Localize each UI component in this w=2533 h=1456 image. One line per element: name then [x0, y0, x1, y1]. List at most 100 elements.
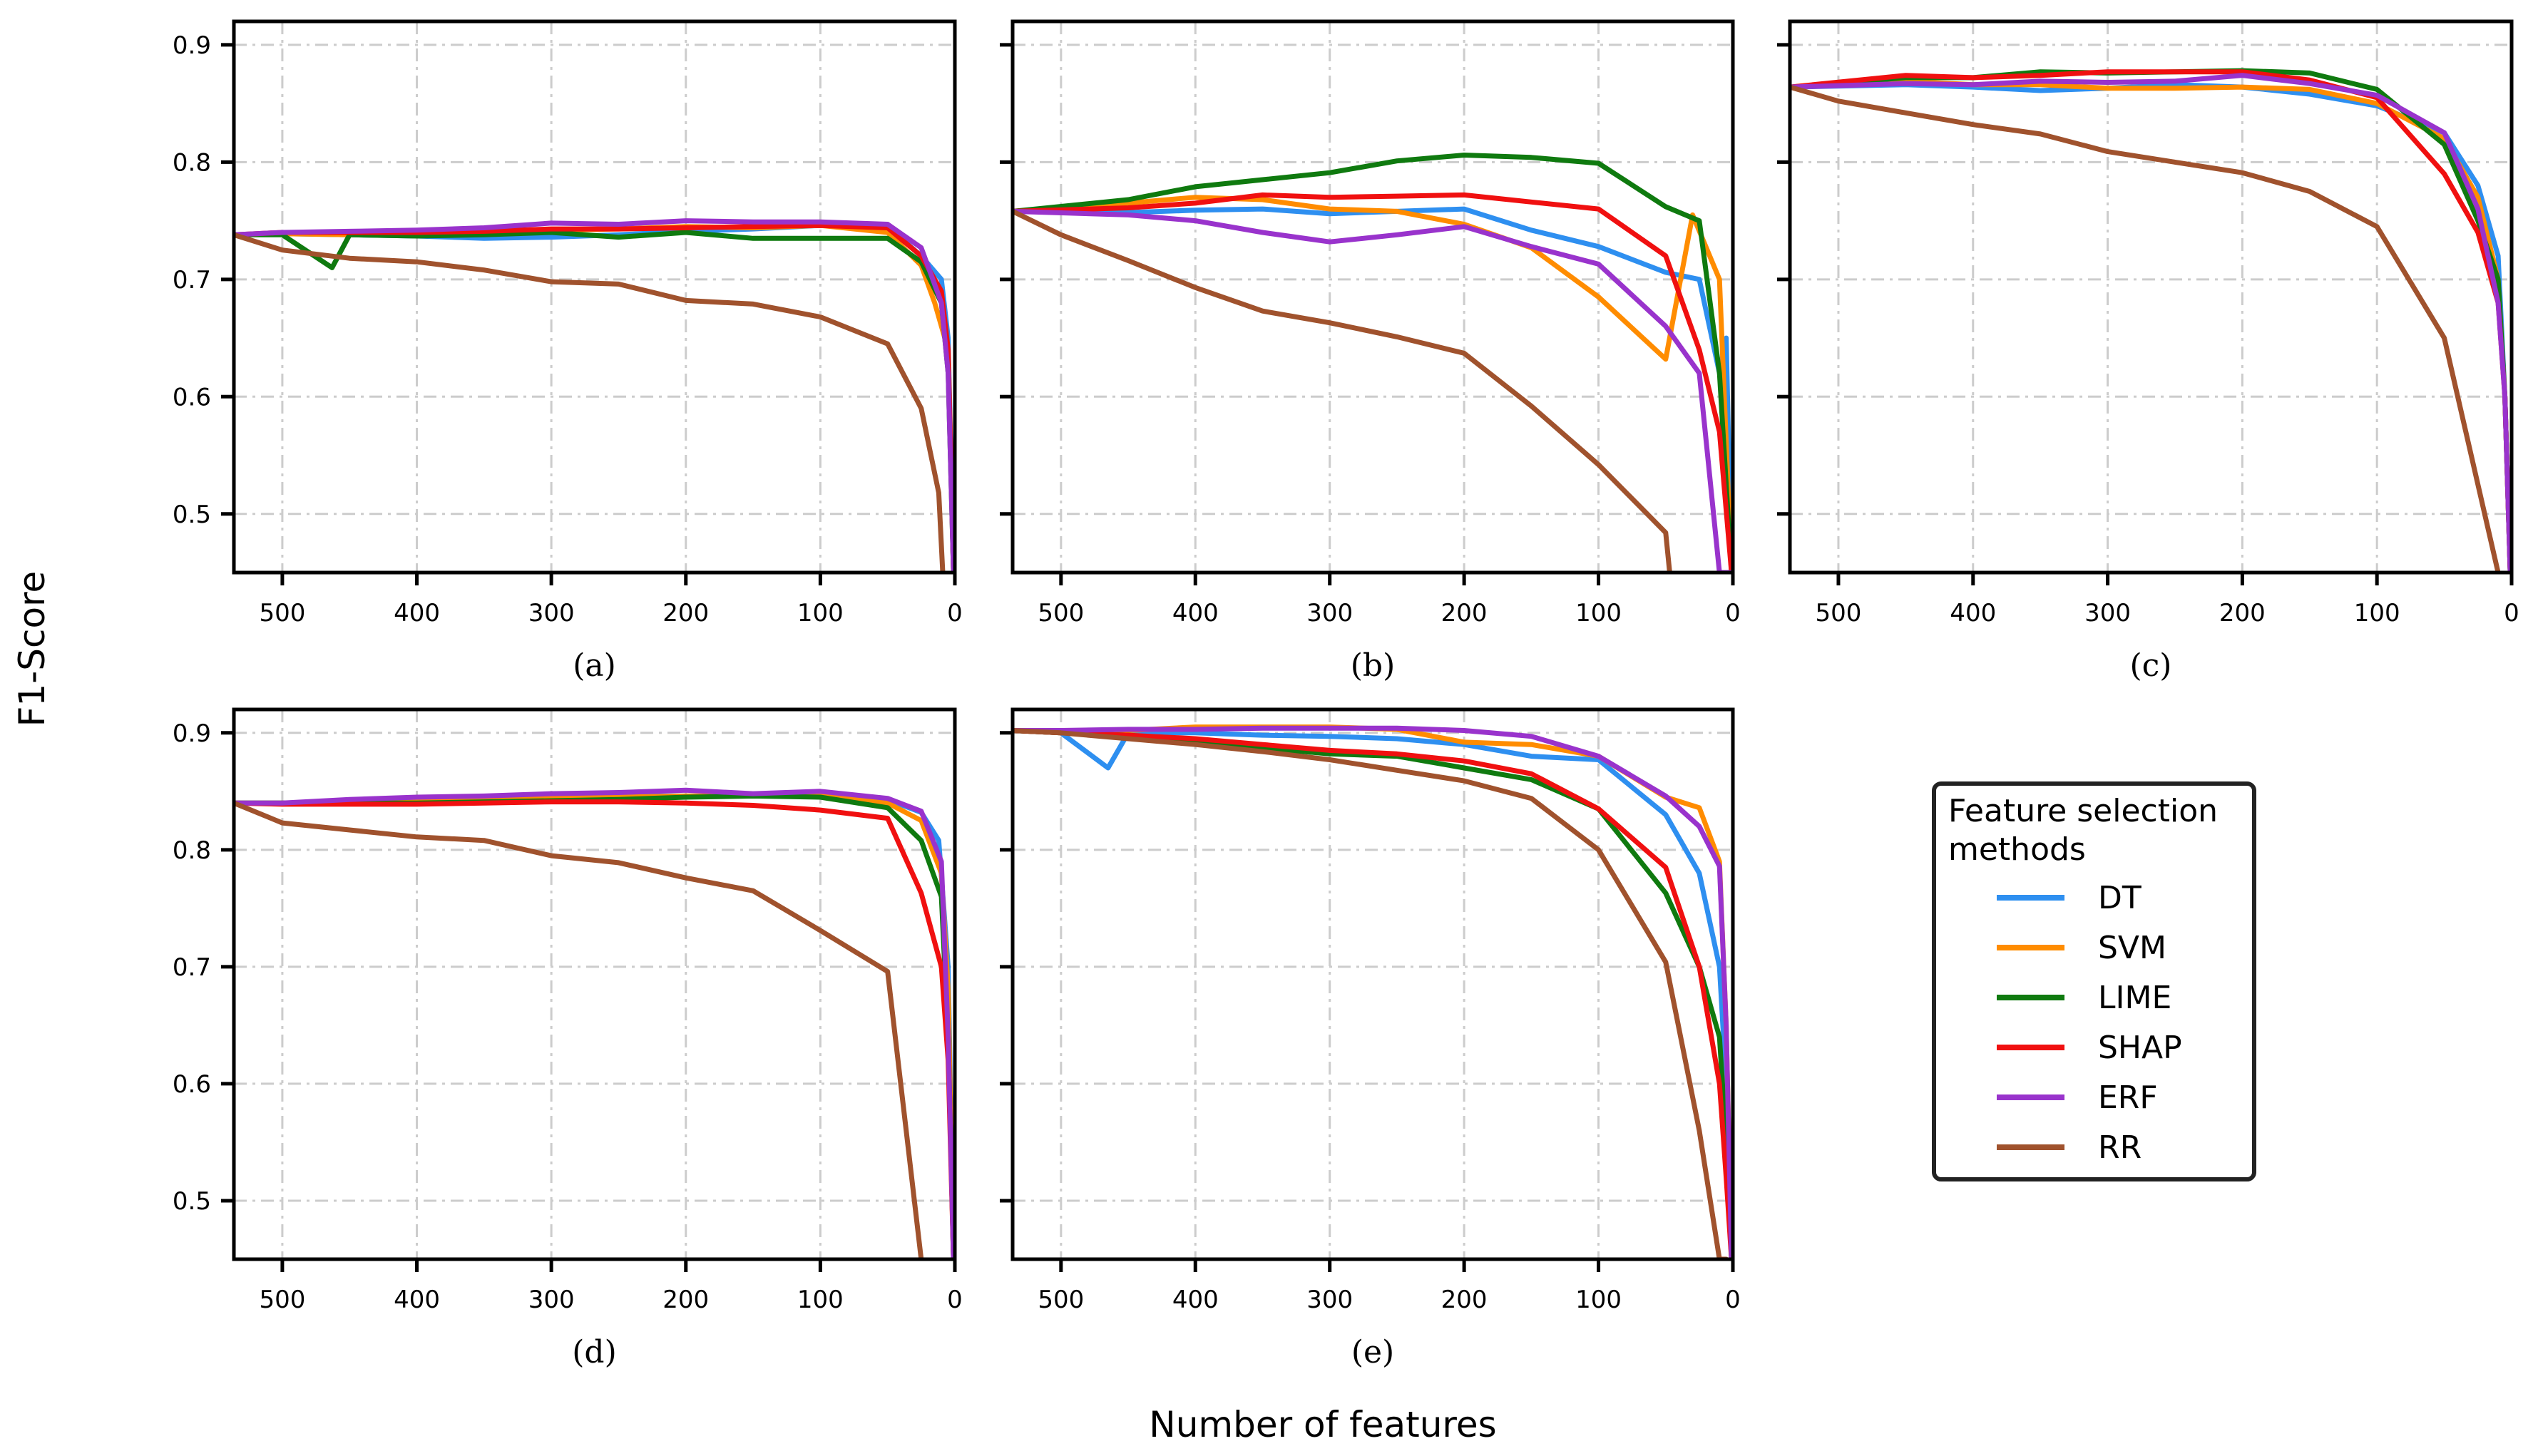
x-tick-label: 100: [1575, 1286, 1622, 1314]
series-svm-line: [1790, 78, 2512, 573]
series-erf-line: [1790, 73, 2512, 573]
series-lime-line: [1013, 153, 1733, 573]
grid: [1013, 709, 1734, 1259]
legend-title-line2: methods: [1948, 831, 2086, 868]
x-tick-label: 0: [947, 599, 963, 627]
series-shap-line: [1013, 728, 1733, 1259]
x-tick-label: 200: [662, 599, 709, 627]
y-tick-label: 0.8: [173, 148, 211, 177]
y-tick-label: 0.7: [173, 266, 211, 294]
panel-caption: (b): [1351, 647, 1396, 684]
series-dt-line: [1013, 728, 1733, 1259]
panel-a: 500 400 300 200 100 0 0.9 0.8 0.7 0.6 0.5 (a): [173, 19, 963, 684]
x-tick-label: 100: [797, 599, 844, 627]
series-shap-line: [1013, 192, 1733, 573]
panel-d: 500 400 300 200 100 0 0.9 0.8 0.7 0.6 0.5 (d): [173, 707, 963, 1370]
x-tick-label: 300: [528, 1286, 575, 1314]
series-svm-line: [234, 793, 955, 1259]
grid: [234, 21, 956, 573]
y-tick-label: 0.9: [173, 31, 211, 60]
y-axis-title: F1-Score: [11, 571, 53, 727]
legend-label: DT: [2098, 880, 2141, 916]
legend-label: LIME: [2098, 980, 2171, 1016]
series-erf-line: [1013, 208, 1733, 573]
legend-box: [1932, 781, 2256, 1181]
x-tick-label: 200: [662, 1286, 709, 1314]
panel-caption: (c): [2130, 647, 2172, 684]
series-rr-line: [234, 800, 924, 1259]
series-lime-line: [1013, 728, 1733, 1259]
x-tick-label: 200: [1441, 1286, 1488, 1314]
x-tick-label: 0: [1725, 1286, 1741, 1314]
x-tick-label: 0: [1725, 599, 1741, 627]
legend-item-shap: SHAP: [1997, 1030, 2182, 1066]
x-tick-label: 500: [259, 599, 305, 627]
series-lines: [1013, 153, 1733, 573]
x-axis-title: Number of features: [1149, 1404, 1496, 1445]
x-tick-label: 300: [2084, 599, 2131, 627]
series-rr-line: [1013, 728, 1729, 1259]
panel-caption: (e): [1351, 1334, 1394, 1370]
x-tick-label: 500: [259, 1286, 305, 1314]
y-tick-label: 0.9: [173, 719, 211, 748]
panel-c: 500 400 300 200 100 0 (c): [1777, 19, 2519, 684]
panel-caption: (d): [572, 1334, 617, 1370]
x-tick-label: 200: [1441, 599, 1488, 627]
x-tick-label: 400: [394, 599, 440, 627]
series-rr-line: [234, 232, 946, 573]
series-lime-line: [1790, 68, 2512, 573]
axes-frame: [232, 19, 957, 575]
x-tick-label: 500: [1038, 1286, 1084, 1314]
series-dt-line: [1013, 206, 1733, 573]
x-tick-label: 100: [2354, 599, 2400, 627]
panel-e: 500 400 300 200 100 0 (e): [1000, 707, 1741, 1370]
x-tick-label: 500: [1816, 599, 1862, 627]
series-erf-line: [234, 787, 955, 1259]
legend-item-erf: ERF: [1997, 1080, 2158, 1116]
series-lines: [234, 218, 955, 573]
y-tick-label: 0.8: [173, 836, 211, 865]
axes-frame: [1788, 19, 2514, 575]
legend-label: SHAP: [2098, 1030, 2182, 1066]
legend-entries: DT SVM LIME SHAP ERF RR: [1997, 880, 2182, 1166]
x-tick-label: 200: [2219, 599, 2266, 627]
panels: 500 400 300 200 100 0 0.9 0.8 0.7 0.6 0.5 (a) 500 400…: [173, 19, 2519, 1370]
x-tick-label: 100: [797, 1286, 844, 1314]
y-tick-label: 0.5: [173, 1187, 211, 1216]
series-erf-line: [234, 218, 955, 573]
series-erf-line: [1013, 725, 1733, 1259]
series-dt-line: [234, 792, 955, 1259]
series-shap-line: [1790, 69, 2512, 573]
x-tick-label: 100: [1575, 599, 1622, 627]
axes-frame: [1010, 19, 1735, 575]
panel-b: 500 400 300 200 100 0 (b): [1000, 19, 1741, 684]
x-tick-label: 400: [1172, 599, 1219, 627]
x-tick-label: 300: [1306, 1286, 1353, 1314]
legend-label: RR: [2098, 1129, 2141, 1166]
series-rr-line: [1790, 84, 2501, 573]
x-tick-label: 400: [394, 1286, 440, 1314]
x-tick-label: 500: [1038, 599, 1084, 627]
legend-label: SVM: [2098, 930, 2166, 966]
y-tick-label: 0.6: [173, 383, 211, 411]
legend-item-lime: LIME: [1997, 980, 2171, 1016]
legend-label: ERF: [2098, 1080, 2158, 1116]
legend-item-rr: RR: [1997, 1129, 2141, 1166]
legend-item-svm: SVM: [1997, 930, 2166, 966]
series-lines: [234, 787, 955, 1259]
series-rr-line: [1013, 208, 1672, 573]
legend-title-line1: Feature selection: [1948, 793, 2218, 829]
series-shap-line: [234, 222, 955, 573]
y-tick-label: 0.6: [173, 1070, 211, 1099]
x-tick-label: 400: [1950, 599, 1996, 627]
x-tick-label: 0: [2504, 599, 2519, 627]
legend: Feature selection methods DT SVM LIME SHAP E…: [1932, 781, 2256, 1181]
x-tick-label: 300: [1306, 599, 1353, 627]
series-shap-line: [234, 799, 955, 1259]
series-lines: [1013, 724, 1733, 1259]
series-dt-line: [234, 222, 955, 573]
legend-item-dt: DT: [1997, 880, 2141, 916]
series-lime-line: [234, 793, 955, 1259]
y-tick-label: 0.7: [173, 953, 211, 982]
